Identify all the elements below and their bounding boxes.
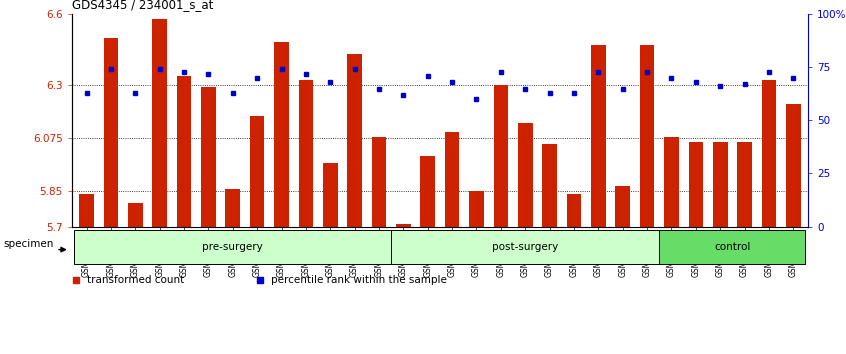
Bar [391, 230, 659, 264]
Bar [786, 104, 800, 227]
Text: GDS4345 / 234001_s_at: GDS4345 / 234001_s_at [72, 0, 213, 11]
Bar [396, 224, 410, 227]
Bar [420, 156, 435, 227]
Bar [371, 137, 387, 227]
Bar [152, 19, 167, 227]
Text: pre-surgery: pre-surgery [202, 242, 263, 252]
Bar [493, 85, 508, 227]
Bar [659, 230, 805, 264]
Text: specimen: specimen [3, 239, 54, 249]
Text: control: control [714, 242, 750, 252]
Bar [250, 116, 265, 227]
Bar [664, 137, 678, 227]
Bar [689, 142, 703, 227]
Bar [128, 203, 143, 227]
Bar [640, 45, 655, 227]
Text: percentile rank within the sample: percentile rank within the sample [271, 275, 447, 285]
Bar [591, 45, 606, 227]
Bar [761, 80, 777, 227]
Bar [542, 144, 557, 227]
Bar [445, 132, 459, 227]
Bar [348, 54, 362, 227]
Bar [274, 42, 288, 227]
Bar [74, 230, 391, 264]
Bar [103, 38, 118, 227]
Bar [323, 163, 338, 227]
Bar [470, 191, 484, 227]
Bar [567, 194, 581, 227]
Bar [737, 142, 752, 227]
Bar [201, 87, 216, 227]
Bar [225, 189, 240, 227]
Bar [80, 194, 94, 227]
Bar [615, 187, 630, 227]
Text: post-surgery: post-surgery [492, 242, 558, 252]
Text: transformed count: transformed count [86, 275, 184, 285]
Bar [177, 75, 191, 227]
Bar [518, 123, 532, 227]
Bar [299, 80, 313, 227]
Bar [713, 142, 728, 227]
